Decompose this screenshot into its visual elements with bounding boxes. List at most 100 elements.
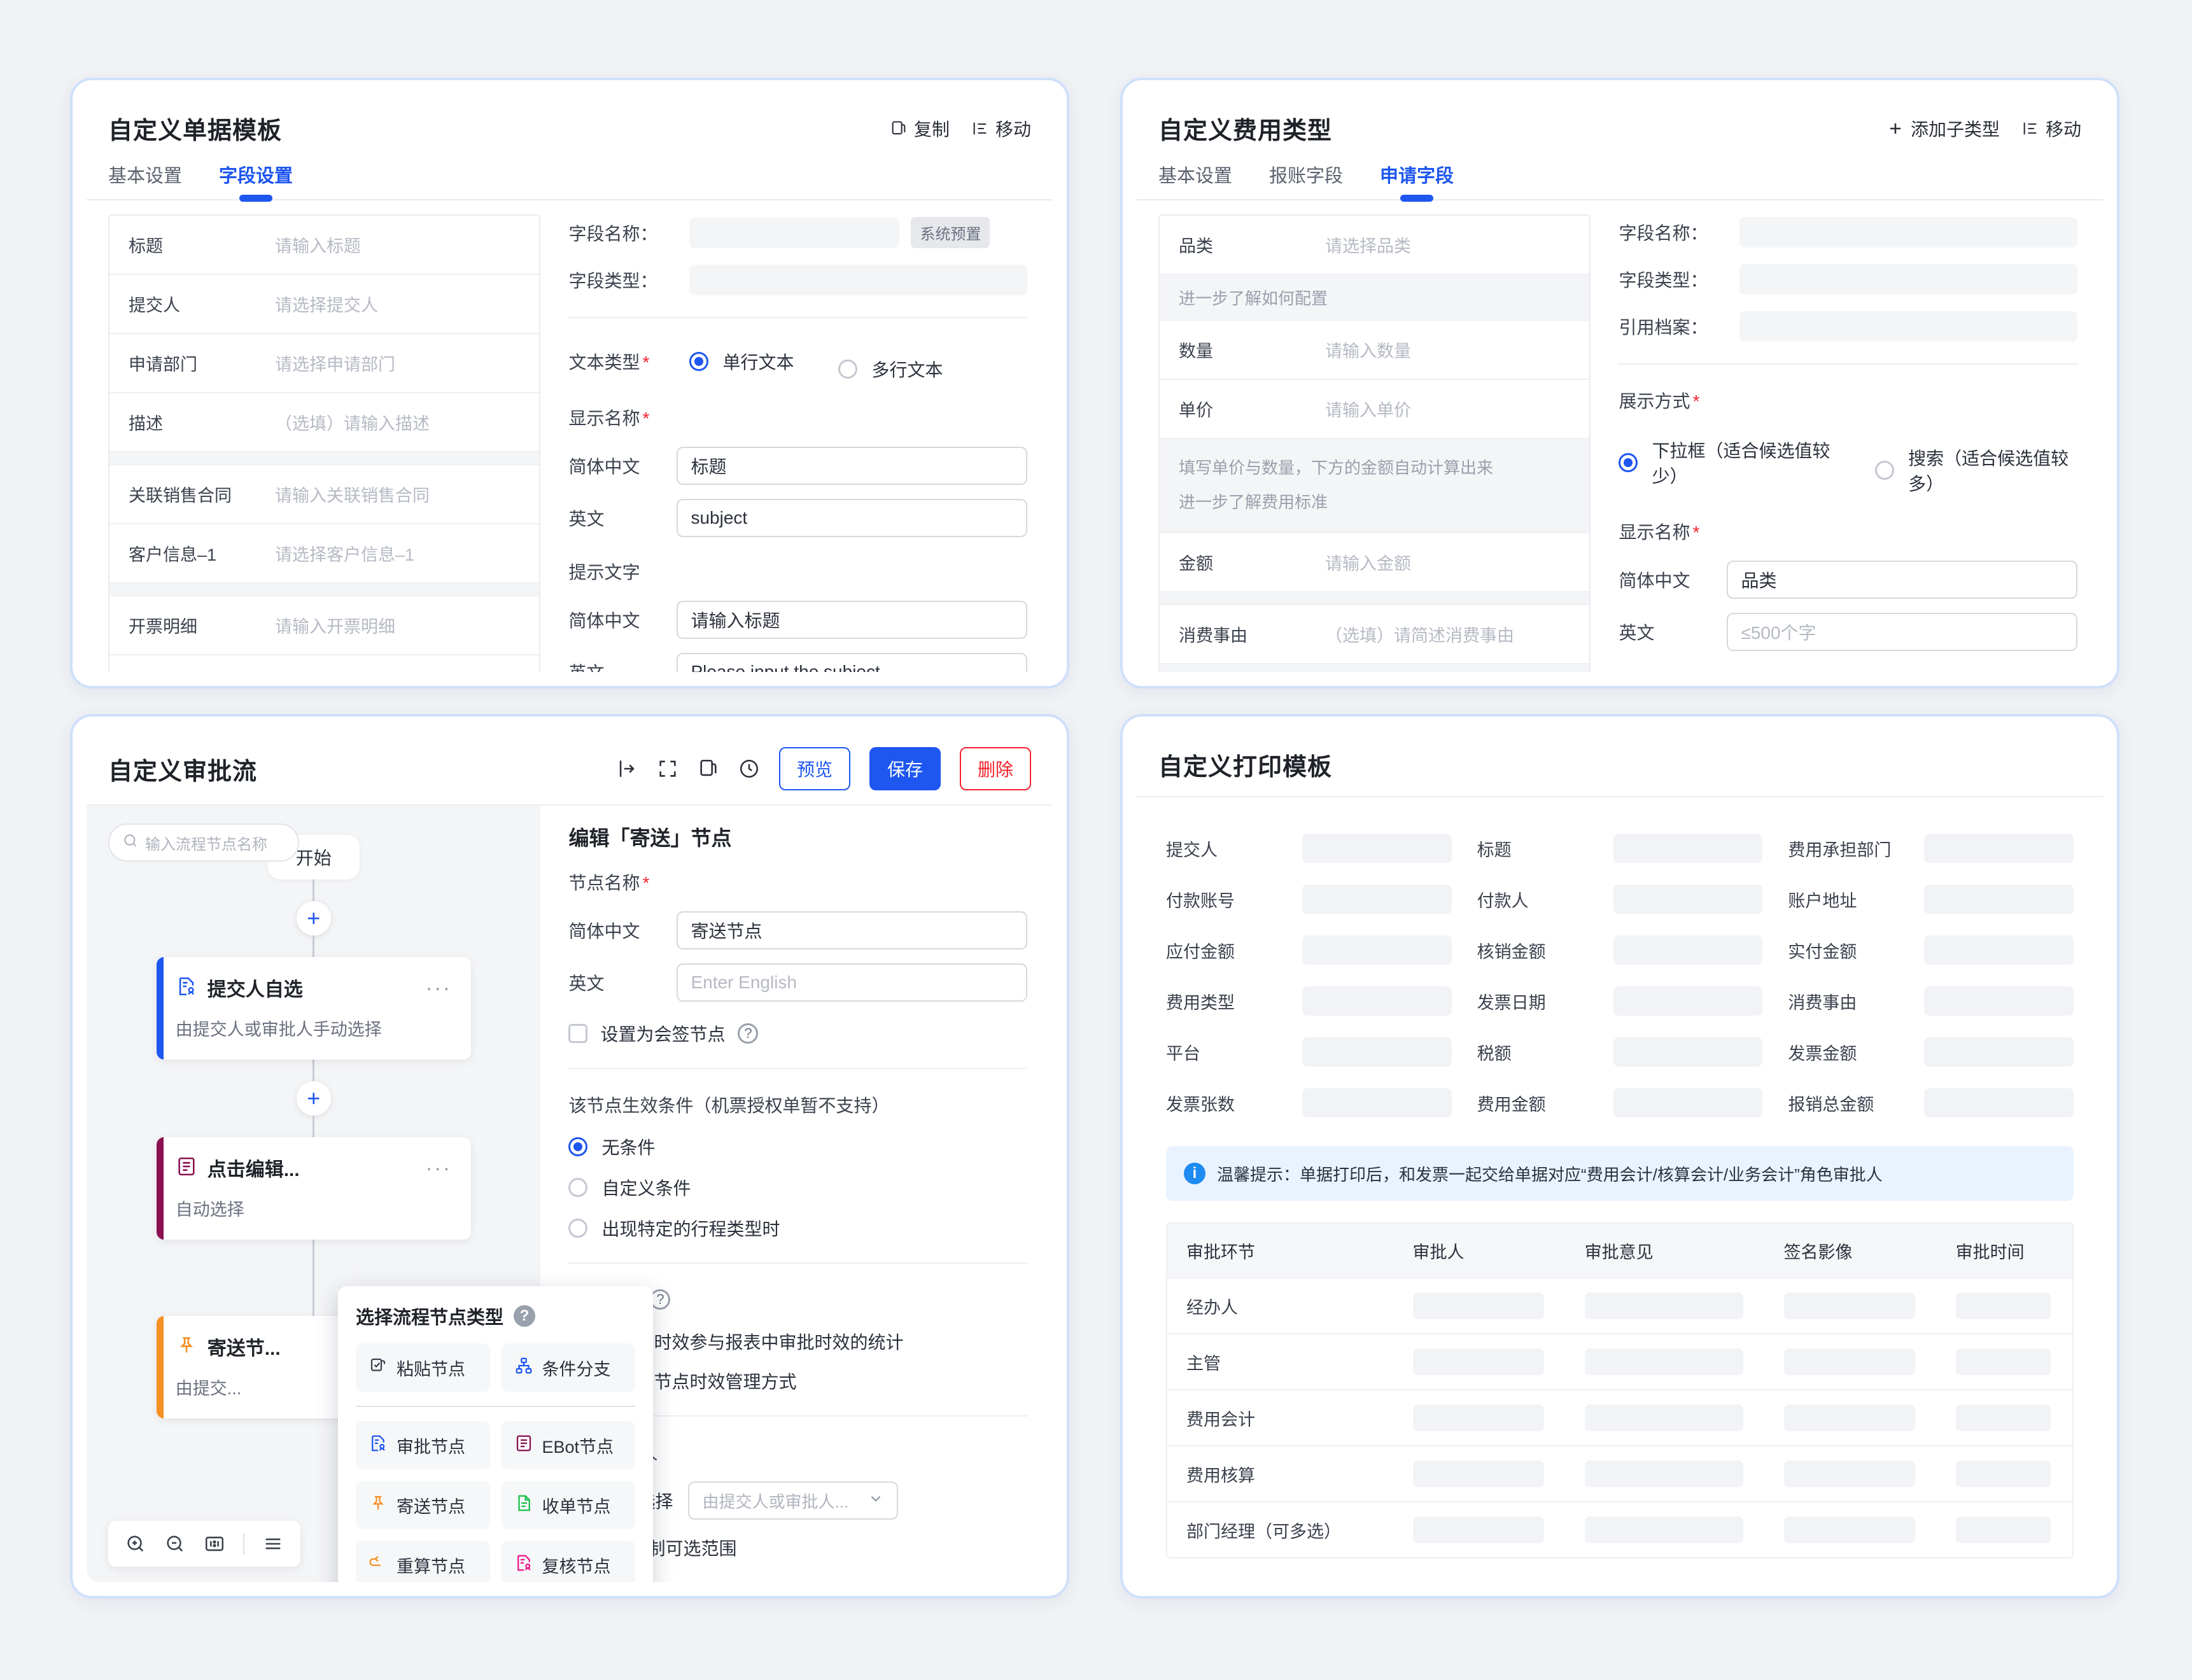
delete-button[interactable]: 删除 [959,747,1031,790]
move-button[interactable]: 移动 [971,116,1031,141]
list-item[interactable]: 提交人 请选择提交人 [109,275,540,334]
countersign-checkbox[interactable]: 设置为会签节点 ? [568,1021,1027,1046]
radio-label: 单行文本 [722,353,794,372]
zoom-out-icon[interactable] [164,1533,186,1555]
radio-dropdown[interactable]: 下拉框（适合候选值较少） [1619,430,1837,496]
radio-custom-condition[interactable]: 自定义条件 [568,1175,1027,1200]
list-item[interactable]: 标题 请输入标题 [109,216,540,275]
menu-item-receipt-node[interactable]: 收单节点 [501,1481,635,1529]
limit-scope-checkbox[interactable]: 限制可选范围 [598,1535,1027,1560]
fullscreen-icon[interactable] [657,758,678,780]
tab-basic-settings[interactable]: 基本设置 [108,166,183,186]
add-node-button[interactable]: + [296,901,331,935]
menu-item-label: 重算节点 [397,1557,465,1576]
radio-label: 自定义条件 [601,1179,691,1198]
lang-en-label: 英文 [568,974,605,993]
table-cell-approver [1394,1404,1566,1431]
menu-item-paste-node[interactable]: 粘贴节点 [356,1343,490,1392]
field-note[interactable]: 进一步了解如何配置 [1160,275,1590,321]
required-mark: * [1692,522,1700,542]
zoom-in-icon[interactable] [125,1533,146,1555]
list-item[interactable]: 数量 请输入数量 [1160,321,1590,380]
flow-node-click-to-edit[interactable]: 点击编辑... ··· 自动选择 [156,1137,471,1240]
print-field-label: 付款账号 [1166,891,1235,911]
menu-item-conditional-branch[interactable]: 条件分支 [501,1343,635,1392]
list-item[interactable]: 申请部门 请选择申请部门 [109,334,540,393]
list-item[interactable]: 品类 请选择品类 [1160,216,1590,275]
copy-button[interactable]: 复制 [890,116,950,141]
tab-field-settings[interactable]: 字段设置 [219,161,293,199]
required-mark: * [642,873,650,893]
list-item[interactable]: 客户信息–1 请选择客户信息–1 [109,524,540,584]
list-item[interactable]: 开票金额 请输入开票金额 [109,655,539,672]
tab-application-fields[interactable]: 申请字段 [1380,161,1454,199]
page-title: 自定义费用类型 [1158,118,1333,144]
page-title: 自定义打印模板 [1158,754,1333,781]
list-item[interactable]: 金额 请输入金额 [1160,533,1590,592]
move-label: 移动 [995,119,1031,139]
flow-canvas[interactable]: 输入流程节点名称 开始 + 提交人自选 [87,806,653,1582]
lang-zh-label: 简体中文 [568,457,640,477]
list-item[interactable]: 描述 （选填）请输入描述 [109,393,540,452]
flow-node-menu-icon[interactable]: ··· [425,976,452,999]
hint-zh-input[interactable]: 请输入标题 [677,601,1027,639]
history-icon[interactable] [738,758,760,780]
menu-item-label: 收单节点 [542,1497,611,1516]
menu-item-recalculate-node[interactable]: 重算节点 [356,1541,490,1582]
display-name-zh-input[interactable]: 标题 [677,447,1027,485]
print-field-value [1613,834,1763,863]
menu-item-approval-node[interactable]: 审批节点 [356,1421,490,1469]
radio-dot [568,1178,588,1197]
print-field-label: 税额 [1477,1044,1512,1063]
display-name-zh-input[interactable]: 品类 [1727,561,2077,599]
search-input[interactable]: 输入流程节点名称 [108,823,299,862]
hint-en-input[interactable]: Please input the subject. [677,653,1027,672]
field-note-multiline[interactable]: 填写单价与数量，下方的金额自动计算出来 进一步了解费用标准 [1160,439,1590,533]
print-field: 实付金额 [1788,925,2074,976]
menu-item-send-node[interactable]: 寄送节点 [356,1481,490,1529]
question-icon[interactable]: ? [650,1289,671,1310]
display-name-en-input[interactable]: subject [677,499,1027,537]
tab-reimbursement-fields[interactable]: 报账字段 [1269,166,1344,186]
cell-skeleton [1783,1404,1915,1431]
field-name-value [689,217,900,248]
question-icon[interactable]: ? [514,1305,536,1327]
add-subtype-button[interactable]: 添加子类型 [1886,116,2000,141]
field-label: 金额 [1179,554,1213,573]
list-item[interactable]: 消费事由 （选填）请简述消费事由 [1160,605,1590,664]
display-name-en-input[interactable]: ≤500个字 [1727,613,2077,651]
question-icon[interactable]: ? [738,1023,759,1044]
list-item[interactable]: 关联销售合同 请输入关联销售合同 [109,465,540,524]
flow-node-menu-icon[interactable]: ··· [425,1156,452,1179]
print-field-value [1613,1037,1763,1067]
radio-search[interactable]: 搜索（适合候选值较多） [1875,445,2077,496]
fit-icon[interactable] [204,1533,225,1555]
tab-basic-settings[interactable]: 基本设置 [1158,166,1233,186]
radio-specific-trip-type[interactable]: 出现特定的行程类型时 [568,1215,1027,1241]
field-placeholder: 请选择申请部门 [275,355,395,374]
column-header-comment: 审批意见 [1584,1242,1654,1262]
approver-select[interactable]: 由提交人或审批人... [688,1481,899,1520]
add-node-button[interactable]: + [296,1081,331,1116]
node-name-en-input[interactable]: Enter English [677,963,1027,1002]
divider [568,317,1027,318]
preview-button[interactable]: 预览 [778,747,850,790]
node-name-zh-input[interactable]: 寄送节点 [677,911,1027,949]
radio-single-line-text[interactable]: 单行文本 [689,341,794,382]
print-field-label: 付款人 [1477,891,1529,911]
print-field-label: 费用金额 [1477,1095,1546,1114]
menu-item-review-node[interactable]: 复核节点 [501,1541,635,1582]
radio-no-condition[interactable]: 无条件 [568,1134,1027,1159]
print-field: 账户地址 [1788,874,2074,925]
move-button[interactable]: 移动 [2021,116,2081,141]
move-label: 移动 [2045,119,2081,139]
copy-icon[interactable] [698,758,719,780]
save-button[interactable]: 保存 [869,747,941,790]
list-item[interactable]: 单价 请输入单价 [1160,380,1590,439]
radio-multi-line-text[interactable]: 多行文本 [838,356,943,382]
flow-node-approver-self-select[interactable]: 提交人自选 ··· 由提交人或审批人手动选择 [156,957,471,1060]
list-item[interactable]: 开票明细 请输入开票明细 [109,596,540,655]
menu-item-ebot-node[interactable]: EBot节点 [501,1421,635,1469]
export-icon[interactable] [616,758,638,780]
list-icon[interactable] [262,1533,284,1555]
